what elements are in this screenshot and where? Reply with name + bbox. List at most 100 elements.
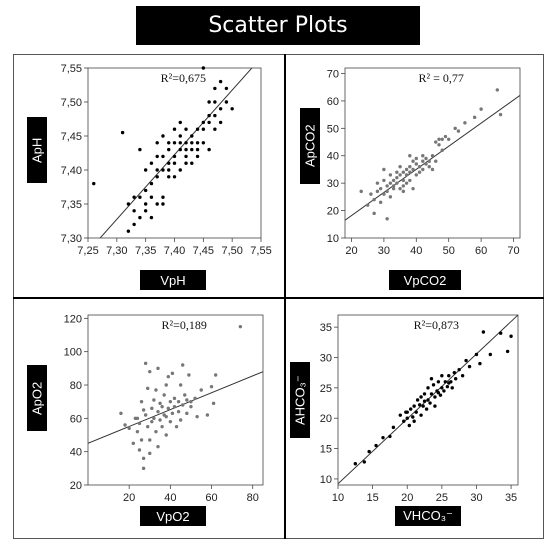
data-point <box>138 215 142 220</box>
data-point <box>132 222 136 227</box>
data-point <box>398 186 402 191</box>
data-point <box>434 140 438 144</box>
data-point <box>166 374 170 379</box>
data-point <box>391 186 396 191</box>
data-point <box>505 349 510 354</box>
y-tick-label: 50 <box>327 123 339 135</box>
x-tick-label: 80 <box>247 492 259 504</box>
data-point <box>213 86 217 91</box>
x-tick-label: 15 <box>366 492 378 504</box>
data-point <box>139 438 144 442</box>
data-point <box>408 178 412 183</box>
x-tick-label: 7,30 <box>106 245 127 257</box>
data-point <box>467 364 472 369</box>
data-point <box>141 456 146 461</box>
data-point <box>178 147 182 152</box>
y-tick-label: 7,30 <box>61 233 82 245</box>
data-point <box>164 414 168 419</box>
data-point <box>181 403 185 407</box>
data-point <box>207 113 211 118</box>
data-point <box>183 393 187 397</box>
data-point <box>438 393 443 397</box>
data-point <box>488 352 493 357</box>
data-point <box>199 388 203 392</box>
data-point <box>401 170 406 174</box>
data-point <box>408 165 412 169</box>
data-point <box>176 409 181 414</box>
data-point <box>421 404 425 408</box>
data-point <box>135 429 140 434</box>
data-point <box>170 371 175 376</box>
data-point <box>152 398 156 402</box>
y-tick-label: 15 <box>320 444 332 456</box>
data-point <box>445 384 450 389</box>
data-point <box>184 161 188 165</box>
data-point <box>213 127 217 131</box>
data-point <box>478 361 482 366</box>
data-point <box>509 334 513 338</box>
data-point <box>190 161 194 165</box>
data-point <box>187 373 191 377</box>
data-point <box>184 141 188 145</box>
data-point <box>181 363 185 367</box>
data-point <box>411 415 415 419</box>
chart-grid-frame <box>13 54 544 539</box>
data-point <box>150 406 154 411</box>
data-point <box>474 352 479 357</box>
data-point <box>148 451 152 456</box>
data-point <box>404 167 409 172</box>
data-point <box>372 197 376 202</box>
data-point <box>437 137 441 141</box>
data-point <box>193 396 197 401</box>
grid-divider-vertical <box>284 54 286 539</box>
x-tick-label: 7,50 <box>221 245 242 257</box>
data-point <box>401 189 406 194</box>
regression-line <box>345 95 520 221</box>
data-point <box>417 165 422 169</box>
data-point <box>436 391 441 395</box>
data-point <box>238 324 243 329</box>
data-point <box>411 159 415 163</box>
r-squared-label: R²=0,675 <box>161 71 206 85</box>
data-point <box>429 392 434 396</box>
data-point <box>407 423 412 428</box>
data-point <box>150 419 154 424</box>
data-point <box>218 107 223 111</box>
data-point <box>385 217 389 221</box>
data-point <box>414 156 418 161</box>
data-point <box>391 425 396 430</box>
plot-area-0 <box>87 67 262 239</box>
x-axis-label-vpco2: VpCO2 <box>389 270 461 290</box>
data-point <box>450 386 454 390</box>
data-point <box>388 173 393 177</box>
x-tick-label: 40 <box>410 245 422 257</box>
data-point <box>189 399 193 404</box>
y-tick-label: 30 <box>327 178 339 190</box>
data-point <box>398 413 403 417</box>
x-tick-label: 20 <box>123 492 135 504</box>
data-point <box>447 381 451 385</box>
data-point <box>388 195 393 199</box>
data-point <box>172 175 177 179</box>
data-point <box>412 419 416 423</box>
data-point <box>464 358 468 363</box>
data-point <box>167 168 171 172</box>
data-point <box>161 168 165 172</box>
data-point <box>146 386 150 391</box>
data-point <box>123 423 127 427</box>
data-point <box>167 141 171 145</box>
y-tick-label: 100 <box>64 347 82 359</box>
data-point <box>137 421 142 426</box>
data-point <box>472 115 477 120</box>
data-point <box>156 444 160 449</box>
data-point <box>141 466 146 471</box>
data-point <box>498 331 503 335</box>
data-point <box>424 156 428 161</box>
y-tick-label: 7,35 <box>61 199 82 211</box>
data-point <box>481 330 486 334</box>
x-tick-label: 7,25 <box>77 245 98 257</box>
data-point <box>195 127 200 131</box>
data-point <box>155 154 159 159</box>
x-tick-label: 30 <box>470 492 482 504</box>
data-point <box>369 192 373 196</box>
